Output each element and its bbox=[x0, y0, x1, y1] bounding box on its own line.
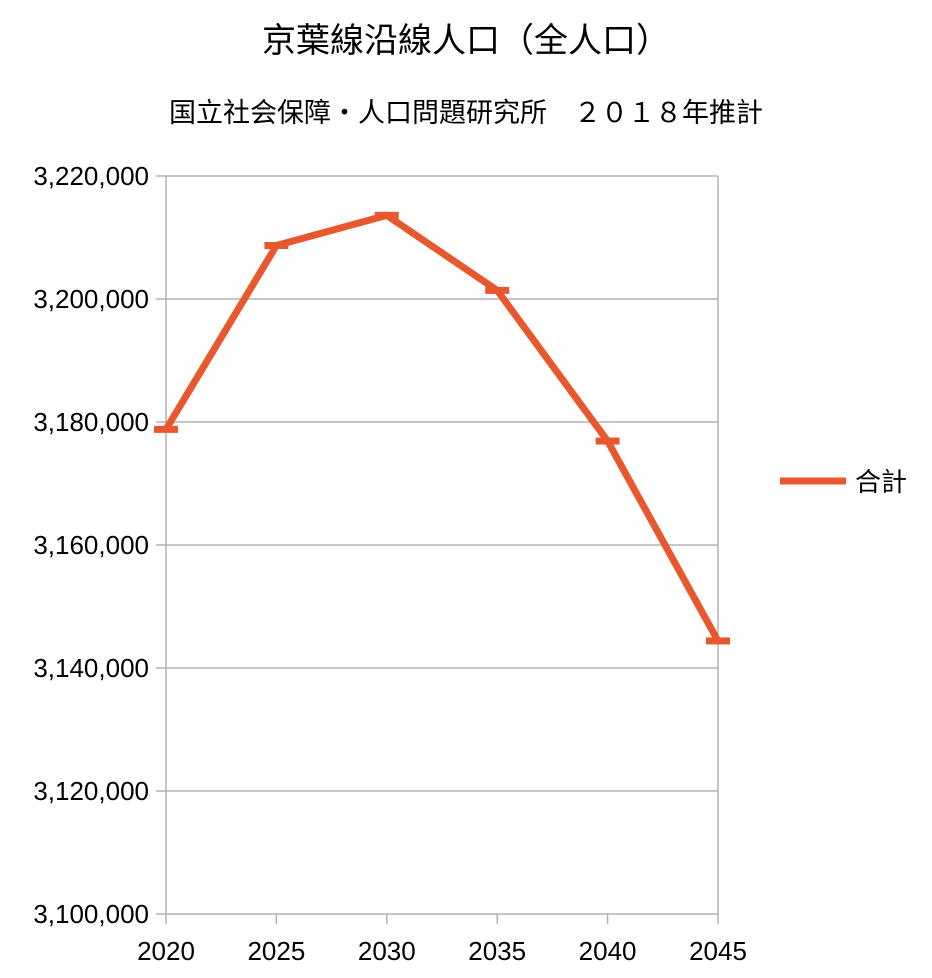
gridlines bbox=[166, 175, 719, 915]
y-tick-labels: 3,100,000 3,120,000 3,140,000 3,160,000 3,18… bbox=[33, 161, 149, 929]
x-tick-label: 2045 bbox=[689, 936, 747, 966]
x-tick-label: 2035 bbox=[468, 936, 526, 966]
data-point-marker bbox=[595, 437, 620, 445]
y-tick-label: 3,200,000 bbox=[33, 284, 149, 314]
x-tick-label: 2040 bbox=[579, 936, 637, 966]
x-tick-label: 2030 bbox=[358, 936, 416, 966]
data-point-marker bbox=[485, 286, 510, 294]
x-tick-label: 2020 bbox=[137, 936, 195, 966]
legend: 合計 bbox=[780, 468, 907, 498]
chart-subtitle: 国立社会保障・人口問題研究所 ２０１８年推計 bbox=[169, 98, 763, 129]
y-tick-label: 3,160,000 bbox=[33, 530, 149, 560]
data-point-marker bbox=[264, 241, 289, 249]
y-tick-label: 3,120,000 bbox=[33, 776, 149, 806]
data-point-marker bbox=[154, 425, 178, 433]
y-tick-label: 3,140,000 bbox=[33, 653, 149, 683]
y-tick-label: 3,220,000 bbox=[33, 161, 149, 191]
chart-title: 京葉線沿線人口（全人口） bbox=[262, 21, 670, 61]
data-point-marker bbox=[706, 637, 730, 645]
data-point-marker bbox=[374, 211, 399, 219]
y-tick-label: 3,100,000 bbox=[33, 899, 149, 929]
x-tick-label: 2025 bbox=[247, 936, 305, 966]
x-tick-labels: 2020 2025 2030 2035 2040 2045 bbox=[137, 936, 747, 966]
y-tick-label: 3,180,000 bbox=[33, 407, 149, 437]
legend-label-total: 合計 bbox=[855, 468, 907, 498]
axes bbox=[156, 175, 719, 924]
series-line-total bbox=[162, 211, 722, 643]
series-layer bbox=[154, 211, 730, 645]
